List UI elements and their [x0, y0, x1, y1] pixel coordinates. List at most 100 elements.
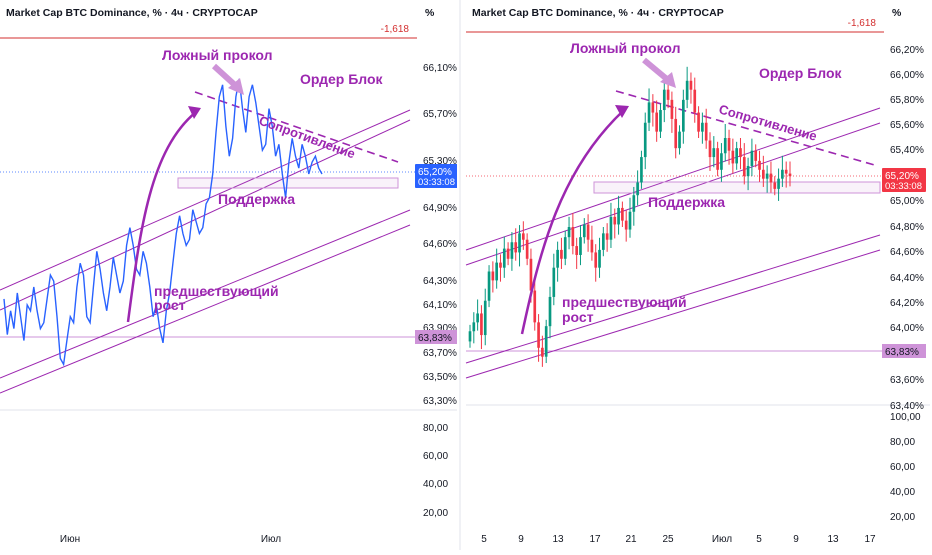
y-tick-label: 64,60% [890, 247, 924, 258]
x-tick-label: 9 [793, 534, 799, 545]
indicator-tick-label: 60,00 [423, 451, 448, 462]
growth-arrowhead [615, 105, 629, 118]
candle-body [636, 182, 639, 196]
candle-body [518, 233, 521, 253]
indicator-tick-label: 40,00 [890, 487, 915, 498]
annotation-false-breakout: Ложный прокол [570, 40, 681, 56]
candle-body [487, 271, 491, 301]
candle-body [632, 195, 636, 212]
x-tick-label: 25 [662, 534, 674, 545]
candle-body [628, 211, 632, 230]
y-tick-label: 64,80% [890, 222, 924, 233]
left-chart-panel: Market Cap BTC Dominance, % · 4ч · CRYPT… [0, 7, 460, 545]
y-tick-label: 65,30% [423, 156, 457, 167]
annotation-order-block: Ордер Блок [300, 71, 384, 87]
right-chart-panel: Market Cap BTC Dominance, % · 4ч · CRYPT… [465, 7, 930, 545]
indicator-tick-label: 60,00 [890, 462, 915, 473]
annotation-support: Поддержка [648, 194, 725, 210]
candle-body [659, 110, 662, 132]
candle-body [704, 122, 708, 141]
candle-body [640, 157, 643, 183]
annotation-false-breakout: Ложный прокол [162, 47, 273, 63]
annotation-prior-growth-1: предшествующий [562, 294, 687, 310]
unit-label: % [425, 7, 435, 19]
x-tick-label: 5 [481, 534, 487, 545]
candle-body [480, 313, 483, 336]
x-tick-label: 13 [827, 534, 839, 545]
price-bubble-countdown: 03:33:08 [885, 181, 922, 192]
candle-body [769, 173, 773, 183]
candle-body [483, 300, 487, 336]
candle-body [731, 150, 735, 164]
false-breakout-arrowhead [660, 72, 676, 88]
candle-body [708, 140, 712, 158]
resistance-line [615, 90, 879, 167]
candle-body [720, 153, 723, 170]
annotation-prior-growth-2: рост [562, 309, 594, 325]
price-bubble [415, 164, 459, 188]
candle-body [556, 249, 559, 268]
candle-body [746, 165, 750, 177]
candle-body [685, 80, 689, 100]
y-tick-label: 65,00% [890, 196, 924, 207]
x-tick-label: Июн [60, 534, 80, 545]
candle-body [716, 148, 719, 170]
channel-line [0, 224, 411, 394]
annotation-prior-growth-1: предшествующий [154, 283, 279, 299]
candle-body [655, 112, 658, 132]
candle-body [586, 224, 590, 240]
x-tick-label: 13 [552, 534, 564, 545]
candle-body [537, 322, 540, 348]
candle-body [765, 173, 769, 179]
y-tick-label: 63,30% [423, 396, 457, 407]
x-tick-label: 17 [589, 534, 601, 545]
level-badge-label: 63,83% [418, 333, 452, 344]
candle-body [613, 216, 617, 225]
candle-body [662, 89, 666, 111]
x-tick-label: 9 [518, 534, 524, 545]
candle-body [495, 262, 498, 281]
chart-title: Market Cap BTC Dominance, % · 4ч · CRYPT… [472, 7, 724, 19]
candle-body [682, 99, 685, 132]
candle-body [617, 207, 620, 225]
candle-body [468, 331, 472, 342]
growth-arrowhead [188, 106, 201, 119]
candle-body [510, 242, 514, 259]
y-tick-label: 66,10% [423, 63, 457, 74]
indicator-tick-label: 20,00 [423, 508, 448, 519]
level-badge [415, 330, 459, 344]
candle-body [674, 118, 678, 149]
candle-body [624, 220, 628, 230]
y-tick-label: 63,70% [423, 348, 457, 359]
fib-label: -1,618 [381, 24, 410, 35]
candle-body [689, 80, 693, 90]
candle-body [678, 131, 681, 149]
candle-body [727, 138, 731, 151]
candle-body [499, 262, 502, 268]
indicator-tick-label: 100,00 [890, 412, 921, 423]
x-tick-label: Июл [712, 534, 732, 545]
unit-label: % [892, 7, 902, 19]
candle-body [529, 258, 533, 291]
candle-body [781, 169, 784, 179]
candle-body [598, 249, 601, 268]
chart-title: Market Cap BTC Dominance, % · 4ч · CRYPT… [6, 7, 258, 19]
candle-body [602, 233, 605, 250]
x-tick-label: 17 [864, 534, 876, 545]
candle-body [563, 237, 567, 259]
candle-body [643, 122, 647, 158]
price-bubble [882, 168, 926, 192]
growth-arrow [126, 111, 197, 323]
candle-body [506, 248, 510, 259]
x-tick-label: 21 [625, 534, 637, 545]
candle-body [571, 227, 575, 247]
candle-body [605, 233, 609, 240]
indicator-tick-label: 20,00 [890, 512, 915, 523]
y-tick-label: 65,70% [423, 109, 457, 120]
candle-body [742, 157, 746, 177]
candle-body [560, 249, 563, 259]
x-tick-label: Июл [261, 534, 281, 545]
candle-body [514, 242, 518, 253]
candle-body [567, 227, 571, 238]
